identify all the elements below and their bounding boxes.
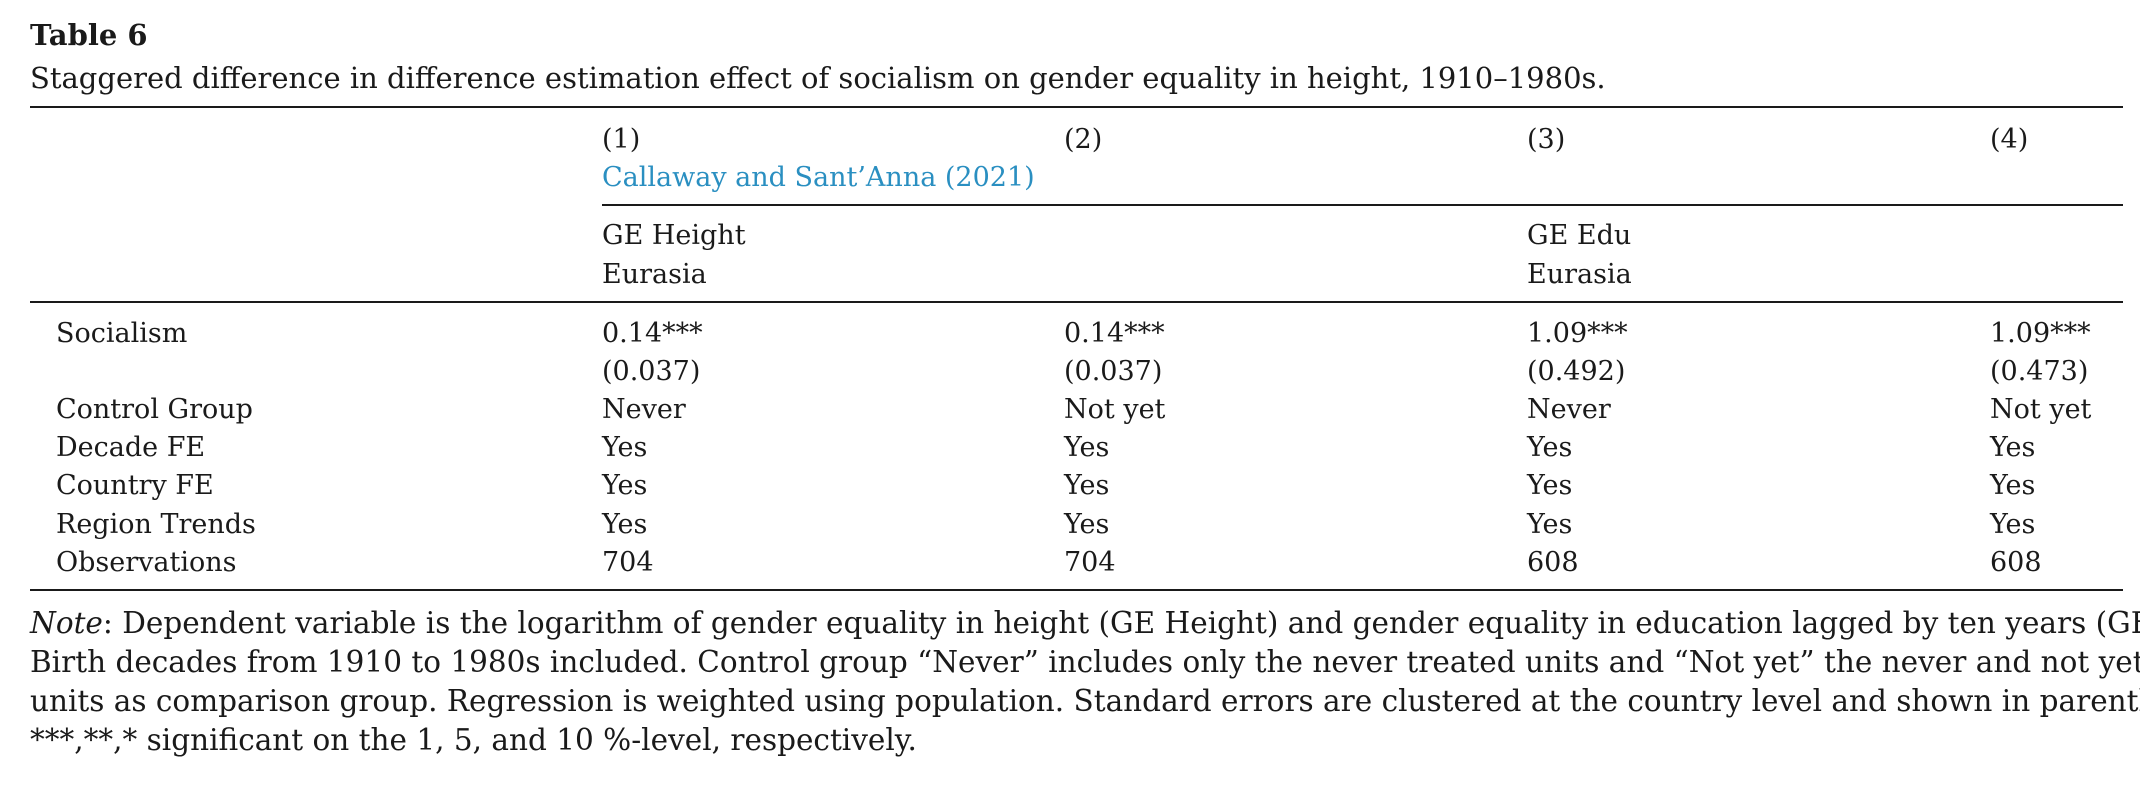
table-cell: Never [1527,394,1611,425]
table-cell: Yes [1064,470,1110,501]
note-line: Birth decades from 1910 to 1980s include… [30,645,2140,679]
row-label: Control Group [56,394,253,425]
table-cell: (0.037) [602,356,701,387]
column-header-1: (1) [602,124,641,155]
table-note: Note: Dependent variable is the logarith… [30,604,2140,760]
table-cell: Yes [1527,470,1573,501]
row-label: Country FE [56,470,214,501]
table-cell: 704 [1064,547,1116,578]
row-label: Socialism [56,318,188,349]
table-cell: 704 [602,547,654,578]
column-header-2: (2) [1064,124,1103,155]
header-rule [30,301,2123,303]
note-line: ***,**,* significant on the 1, 5, and 10… [30,723,917,757]
table-cell: Yes [1527,432,1573,463]
note-label: Note [30,606,103,640]
group-2-sample: Eurasia [1527,259,1632,290]
table-cell: Yes [602,509,648,540]
column-header-4: (4) [1990,124,2029,155]
table-caption: Staggered difference in difference estim… [30,61,1606,95]
table-cell: (0.473) [1990,356,2089,387]
table-cell: (0.492) [1527,356,1626,387]
group-rule [602,204,2123,206]
top-rule [30,106,2123,108]
row-label: Decade FE [56,432,206,463]
table-cell: 608 [1990,547,2042,578]
table-cell: Yes [1990,432,2036,463]
table-cell: 1.09*** [1527,318,1628,349]
note-line: units as comparison group. Regression is… [30,684,2140,718]
note-line: : Dependent variable is the logarithm of… [102,606,2140,640]
table-cell: Never [602,394,686,425]
group-2-dependent-variable: GE Edu [1527,220,1632,251]
row-label: Region Trends [56,509,256,540]
column-header-3: (3) [1527,124,1566,155]
table-cell: Yes [602,432,648,463]
group-1-sample: Eurasia [602,259,707,290]
table-cell: Yes [1064,509,1110,540]
table-cell: Not yet [1990,394,2092,425]
table-cell: 1.09*** [1990,318,2091,349]
table-cell: Yes [1990,470,2036,501]
table-cell: Yes [602,470,648,501]
table-cell: Yes [1990,509,2036,540]
table-cell: Yes [1527,509,1573,540]
table-cell: 608 [1527,547,1579,578]
table-cell: 0.14*** [1064,318,1165,349]
table-cell: 0.14*** [602,318,703,349]
group-1-dependent-variable: GE Height [602,220,746,251]
table-cell: (0.037) [1064,356,1163,387]
table-cell: Not yet [1064,394,1166,425]
row-label: Observations [56,547,237,578]
method-citation-link[interactable]: Callaway and Sant’Anna (2021) [602,162,1035,193]
bottom-rule [30,589,2123,591]
table-cell: Yes [1064,432,1110,463]
table-label: Table 6 [30,18,148,52]
